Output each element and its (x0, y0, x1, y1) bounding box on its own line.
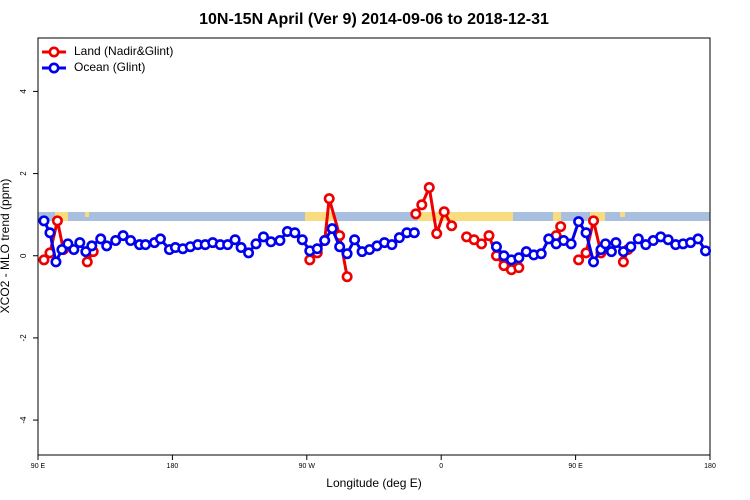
data-point (125, 235, 137, 247)
x-tick-label: 90 E (31, 463, 46, 470)
data-point (610, 237, 622, 249)
data-point (476, 238, 488, 250)
data-point (483, 230, 495, 242)
y-tick-label: 4 (19, 89, 28, 94)
x-axis-label: Longitude (deg E) (326, 476, 421, 490)
data-point (535, 248, 547, 260)
data-point (44, 227, 56, 239)
data-point (341, 271, 353, 283)
y-axis-label: XCO2 - MLO trend (ppm) (0, 179, 12, 314)
data-point (243, 247, 255, 259)
data-point (51, 215, 63, 227)
data-point (235, 242, 247, 254)
x-tick-label: 90 W (299, 463, 316, 470)
data-point (513, 262, 525, 274)
plot-frame (37, 37, 711, 456)
data-point (386, 239, 398, 251)
data-point (410, 208, 422, 220)
legend-marker (48, 46, 60, 58)
y-tick-label: 0 (19, 253, 28, 258)
data-point (229, 234, 241, 246)
chart-title: 10N-15N April (Ver 9) 2014-09-06 to 2018… (199, 11, 549, 28)
data-point (349, 234, 361, 246)
data-point (68, 244, 80, 256)
y-tick-label: -4 (19, 416, 28, 424)
data-point (408, 227, 420, 239)
data-point (605, 246, 617, 258)
data-point (154, 233, 166, 245)
x-tick-label: 0 (439, 463, 443, 470)
data-point (250, 238, 262, 250)
data-point (662, 234, 674, 246)
data-point (513, 252, 525, 264)
data-point (38, 215, 50, 227)
data-point (490, 241, 502, 253)
data-point (617, 246, 629, 258)
legend-marker (48, 62, 60, 74)
data-point (311, 243, 323, 255)
data-point (257, 231, 269, 243)
x-tick-label: 180 (704, 463, 716, 470)
legend-label: Ocean (Glint) (74, 60, 145, 74)
data-point (304, 254, 316, 266)
data-point (95, 233, 107, 245)
data-point (599, 238, 611, 250)
data-point (580, 227, 592, 239)
y-tick-label: -2 (19, 334, 28, 342)
data-point (274, 235, 286, 247)
y-tick-label: 2 (19, 171, 28, 176)
data-point (692, 233, 704, 245)
data-point (222, 239, 234, 251)
data-point (86, 240, 98, 252)
data-point (438, 206, 450, 218)
data-point (431, 228, 443, 240)
data-point (700, 245, 712, 257)
data-point (617, 256, 629, 268)
data-point (393, 232, 405, 244)
data-point (296, 234, 308, 246)
data-point (50, 256, 62, 268)
data-point (555, 221, 567, 233)
data-point (416, 199, 428, 211)
data-point (588, 256, 600, 268)
x-tick-label: 90 E (568, 463, 583, 470)
data-point (341, 248, 353, 260)
legend-label: Land (Nadir&Glint) (74, 44, 173, 58)
data-point (632, 233, 644, 245)
data-point (543, 233, 555, 245)
land-ocean-strip (38, 212, 710, 221)
data-point (289, 227, 301, 239)
data-point (625, 241, 637, 253)
data-point (101, 240, 113, 252)
data-point (117, 230, 129, 242)
data-point (319, 235, 331, 247)
data-point (323, 193, 335, 205)
data-point (140, 239, 152, 251)
x-tick-label: 180 (167, 463, 179, 470)
data-point (565, 238, 577, 250)
data-point (573, 254, 585, 266)
data-point (110, 235, 122, 247)
data-point (326, 223, 338, 235)
data-point (334, 241, 346, 253)
data-point (265, 236, 277, 248)
data-point (81, 256, 93, 268)
data-point (423, 182, 435, 194)
data-point (38, 254, 50, 266)
data-point (446, 220, 458, 232)
data-point (74, 237, 86, 249)
data-point (588, 215, 600, 227)
data-point (573, 216, 585, 228)
